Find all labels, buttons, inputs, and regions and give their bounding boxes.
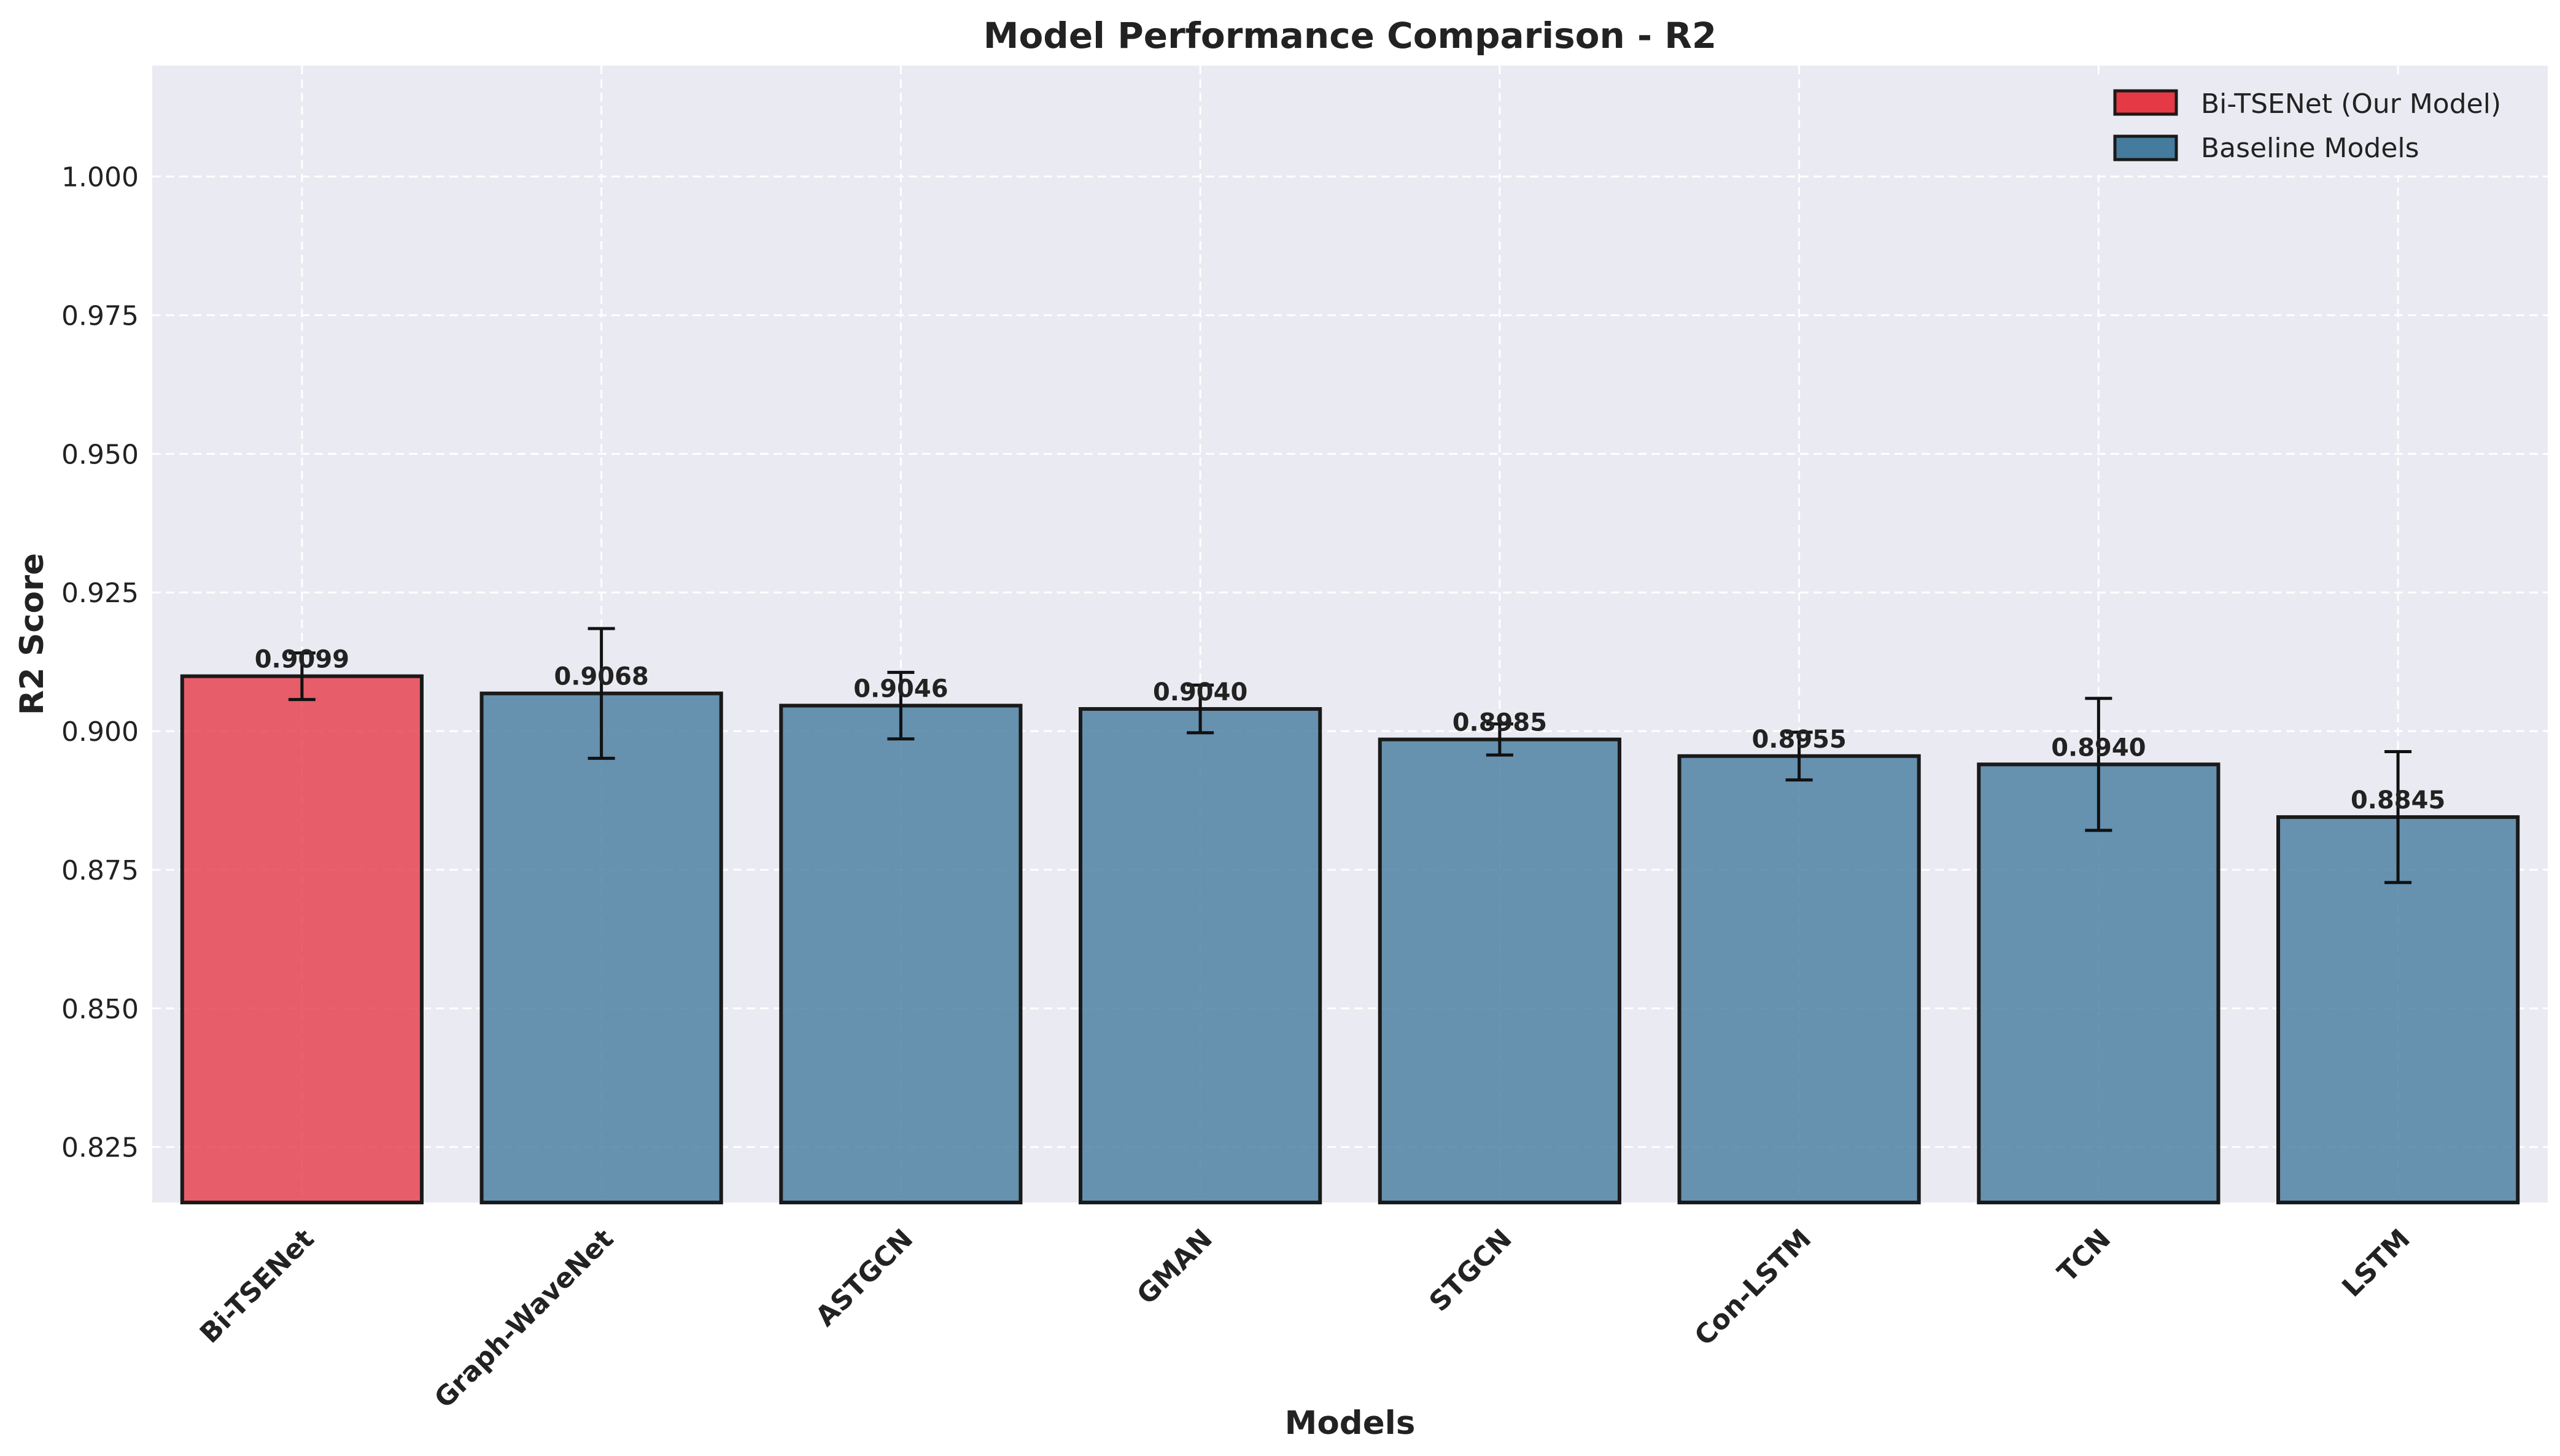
bar [1977, 762, 2221, 1205]
legend-label-highlight: Bi-TSENet (Our Model) [2201, 88, 2501, 120]
value-label: 0.9046 [853, 675, 948, 703]
value-label: 0.8955 [1751, 726, 1846, 754]
y-tick-label: 1.000 [61, 162, 139, 193]
chart-title: Model Performance Comparison - R2 [983, 15, 1717, 56]
y-tick-label: 0.875 [61, 855, 139, 886]
legend: Bi-TSENet (Our Model) Baseline Models [2090, 77, 2532, 175]
bar-layer: 0.9099 0.9068 0.9046 0.9040 0.8985 0.8955 0.89… [180, 627, 2520, 1205]
legend-box [2090, 77, 2532, 175]
bar [180, 674, 424, 1205]
y-tick-label: 0.825 [61, 1133, 139, 1164]
bar [1378, 737, 1621, 1204]
legend-swatch-highlight [2113, 89, 2178, 116]
x-tick-label: LSTM [2336, 1223, 2416, 1303]
bar [1079, 707, 1322, 1204]
x-axis-label: Models [1285, 1404, 1416, 1442]
x-tick-label: Bi-TSENet [194, 1223, 320, 1350]
y-tick-label: 0.950 [61, 439, 139, 470]
y-tick-label: 0.975 [61, 301, 139, 332]
value-label: 0.9040 [1153, 678, 1247, 707]
x-tick-label: ASTGCN [810, 1223, 919, 1333]
x-tick-label: Con-LSTM [1689, 1223, 1818, 1352]
value-label: 0.8940 [2051, 734, 2146, 762]
x-tick-label: STGCN [1424, 1223, 1518, 1318]
value-label: 0.8985 [1453, 709, 1547, 737]
y-axis-label: R2 Score [14, 553, 51, 715]
y-tick-label: 0.900 [61, 716, 139, 748]
x-tick-label: Graph-WaveNet [429, 1223, 619, 1414]
x-tick-label: GMAN [1131, 1223, 1219, 1311]
y-tick-label: 0.850 [61, 994, 139, 1025]
bar [479, 691, 723, 1205]
legend-swatch-baseline [2113, 134, 2178, 161]
x-tick-label: TCN [2052, 1223, 2117, 1288]
bar [779, 703, 1023, 1205]
y-tick-label: 0.925 [61, 578, 139, 609]
legend-label-baseline: Baseline Models [2201, 133, 2419, 164]
value-label: 0.9068 [554, 663, 648, 691]
value-label: 0.8845 [2351, 786, 2445, 815]
bar [1677, 754, 1921, 1204]
value-label: 0.9099 [255, 646, 349, 674]
